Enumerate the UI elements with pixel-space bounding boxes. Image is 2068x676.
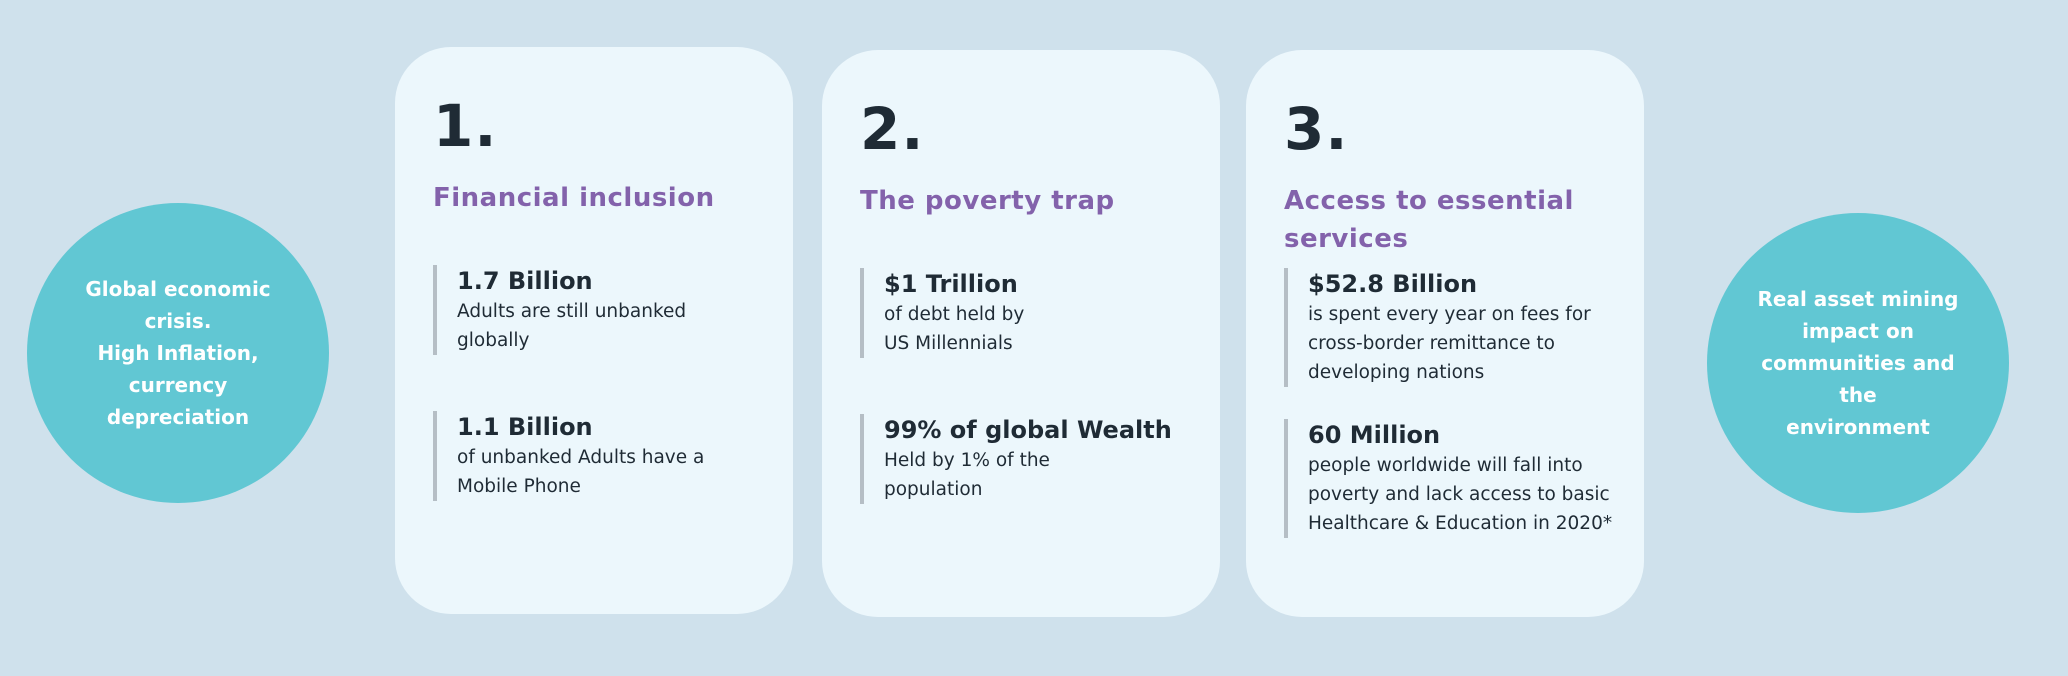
card-title: The poverty trap (860, 186, 1115, 216)
stat-body: Adults are still unbanked globally (457, 301, 687, 351)
global-crisis-circle: Global economic crisis. High Inflation, … (27, 203, 329, 503)
stat-head: 1.1 Billion (457, 413, 593, 441)
card-number: 3. (1284, 95, 1349, 163)
stat-head: 99% of global Wealth (884, 416, 1172, 444)
stat-head: $52.8 Billion (1308, 270, 1478, 298)
stat-item: 1.1 Billion of unbanked Adults have a Mo… (433, 411, 755, 501)
card-financial-inclusion: 1. Financial inclusion 1.7 Billion Adult… (395, 47, 793, 614)
stat-item: 99% of global Wealth Held by 1% of the p… (860, 414, 1182, 504)
stat-item: $1 Trillion of debt held by US Millennia… (860, 268, 1182, 358)
card-title: Financial inclusion (433, 183, 715, 213)
global-crisis-text: Global economic crisis. High Inflation, … (85, 277, 271, 429)
mining-impact-text: Real asset mining impact on communities … (1757, 287, 1959, 439)
mining-impact-circle: Real asset mining impact on communities … (1707, 213, 2009, 513)
card-title: Access to essential services (1284, 186, 1574, 254)
stat-body: Held by 1% of the population (884, 450, 1050, 500)
stat-body: of unbanked Adults have a Mobile Phone (457, 447, 705, 497)
card-essential-services: 3. Access to essential services $52.8 Bi… (1246, 50, 1644, 617)
card-number: 1. (433, 92, 498, 160)
stat-item: 1.7 Billion Adults are still unbanked gl… (433, 265, 755, 355)
stat-head: 1.7 Billion (457, 267, 593, 295)
stat-body: people worldwide will fall into poverty … (1308, 455, 1613, 534)
stat-item: $52.8 Billion is spent every year on fee… (1284, 268, 1606, 387)
stat-head: $1 Trillion (884, 270, 1018, 298)
stat-body: is spent every year on fees for cross-bo… (1308, 304, 1591, 383)
stat-item: 60 Million people worldwide will fall in… (1284, 419, 1612, 538)
card-number: 2. (860, 95, 925, 163)
stat-head: 60 Million (1308, 421, 1441, 449)
stat-body: of debt held by US Millennials (884, 304, 1025, 354)
card-poverty-trap: 2. The poverty trap $1 Trillion of debt … (822, 50, 1220, 617)
